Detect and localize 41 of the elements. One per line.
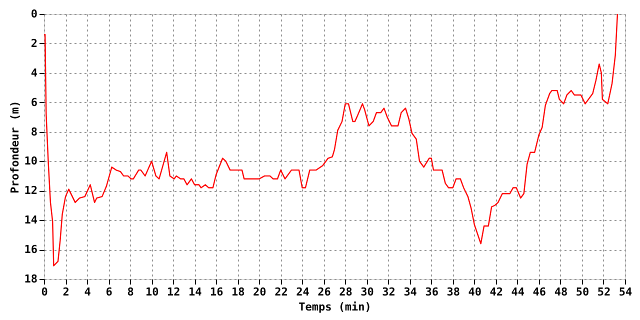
x-tick-label: 32 — [382, 286, 396, 298]
y-tick-label: 14 — [24, 214, 38, 227]
x-tick-label: 6 — [106, 286, 113, 298]
x-tick-label: 2 — [62, 286, 70, 298]
y-tick-label: 18 — [24, 272, 38, 286]
x-tick-label: 44 — [511, 286, 525, 298]
x-tick-label: 42 — [490, 286, 504, 298]
x-tick-label: 52 — [597, 286, 611, 298]
y-tick-label: 6 — [30, 96, 38, 109]
x-tick-label: 28 — [339, 286, 352, 298]
x-tick-label: 4 — [84, 286, 92, 298]
x-tick-label: 16 — [210, 286, 224, 298]
x-tick-label: 0 — [41, 286, 48, 298]
x-tick-label: 34 — [404, 286, 418, 298]
x-tick-label: 40 — [468, 286, 482, 298]
x-tick-label: 50 — [576, 286, 590, 298]
x-axis-title: Temps (min) — [298, 300, 372, 314]
x-tick-label: 14 — [188, 286, 202, 298]
y-tick-label: 8 — [30, 125, 38, 138]
x-tick-label: 30 — [360, 286, 374, 298]
y-tick-label: 10 — [24, 154, 38, 168]
x-tick-label: 46 — [532, 286, 546, 298]
x-tick-label: 22 — [274, 286, 288, 298]
x-tick-label: 24 — [296, 286, 310, 298]
x-tick-label: 12 — [166, 286, 180, 298]
x-tick-label: 26 — [318, 286, 332, 298]
x-tick-label: 20 — [253, 286, 266, 298]
y-tick-label: 2 — [30, 36, 38, 50]
y-tick-label: 12 — [24, 184, 38, 198]
x-tick-label: 8 — [127, 286, 134, 298]
line-series — [43, 13, 618, 266]
x-tick-label: 18 — [232, 286, 245, 298]
x-tick-label: 10 — [145, 286, 159, 298]
x-tick-label: 36 — [425, 286, 439, 298]
x-tick-label: 54 — [618, 286, 632, 298]
y-tick-label: 0 — [30, 8, 38, 20]
x-tick-label: 38 — [446, 286, 460, 298]
y-tick-label: 16 — [24, 243, 38, 256]
y-tick-label: 4 — [30, 66, 38, 80]
y-axis-title: Profondeur (m) — [8, 100, 22, 194]
x-tick-label: 48 — [554, 286, 568, 298]
